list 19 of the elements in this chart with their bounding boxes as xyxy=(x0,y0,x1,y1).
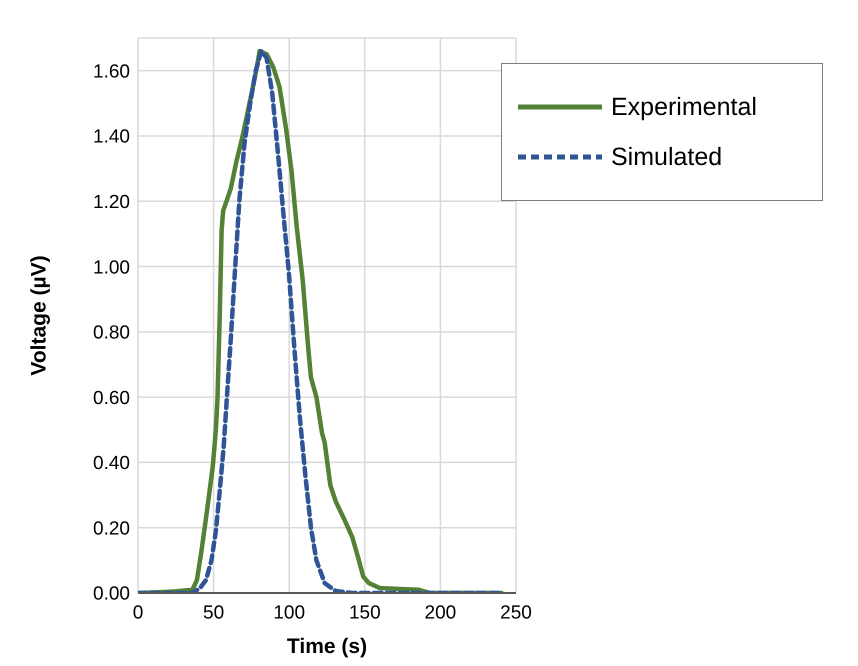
x-tick-label: 150 xyxy=(348,602,381,624)
x-tick-label: 200 xyxy=(424,602,456,624)
legend-label: Simulated xyxy=(611,142,722,173)
y-tick-label: 0.20 xyxy=(93,518,130,540)
x-tick-label: 50 xyxy=(203,602,224,624)
y-tick-label: 1.40 xyxy=(93,126,130,148)
y-tick-label: 1.60 xyxy=(93,61,130,82)
y-tick-label: 0.40 xyxy=(93,453,130,474)
x-tick-label: 0 xyxy=(132,602,144,624)
y-tick-label: 0.60 xyxy=(93,388,130,409)
y-tick-label: 1.00 xyxy=(93,257,130,278)
legend-label: Experimental xyxy=(611,92,757,123)
y-tick-label: 0.80 xyxy=(93,322,130,344)
x-tick-label: 100 xyxy=(273,602,306,624)
x-axis-title: Time (s) xyxy=(286,635,368,658)
y-tick-label: 0.00 xyxy=(93,584,130,605)
y-axis-title: Voltage (µV) xyxy=(27,255,50,376)
y-tick-label: 1.20 xyxy=(93,192,130,213)
x-tick-label: 250 xyxy=(500,602,532,624)
